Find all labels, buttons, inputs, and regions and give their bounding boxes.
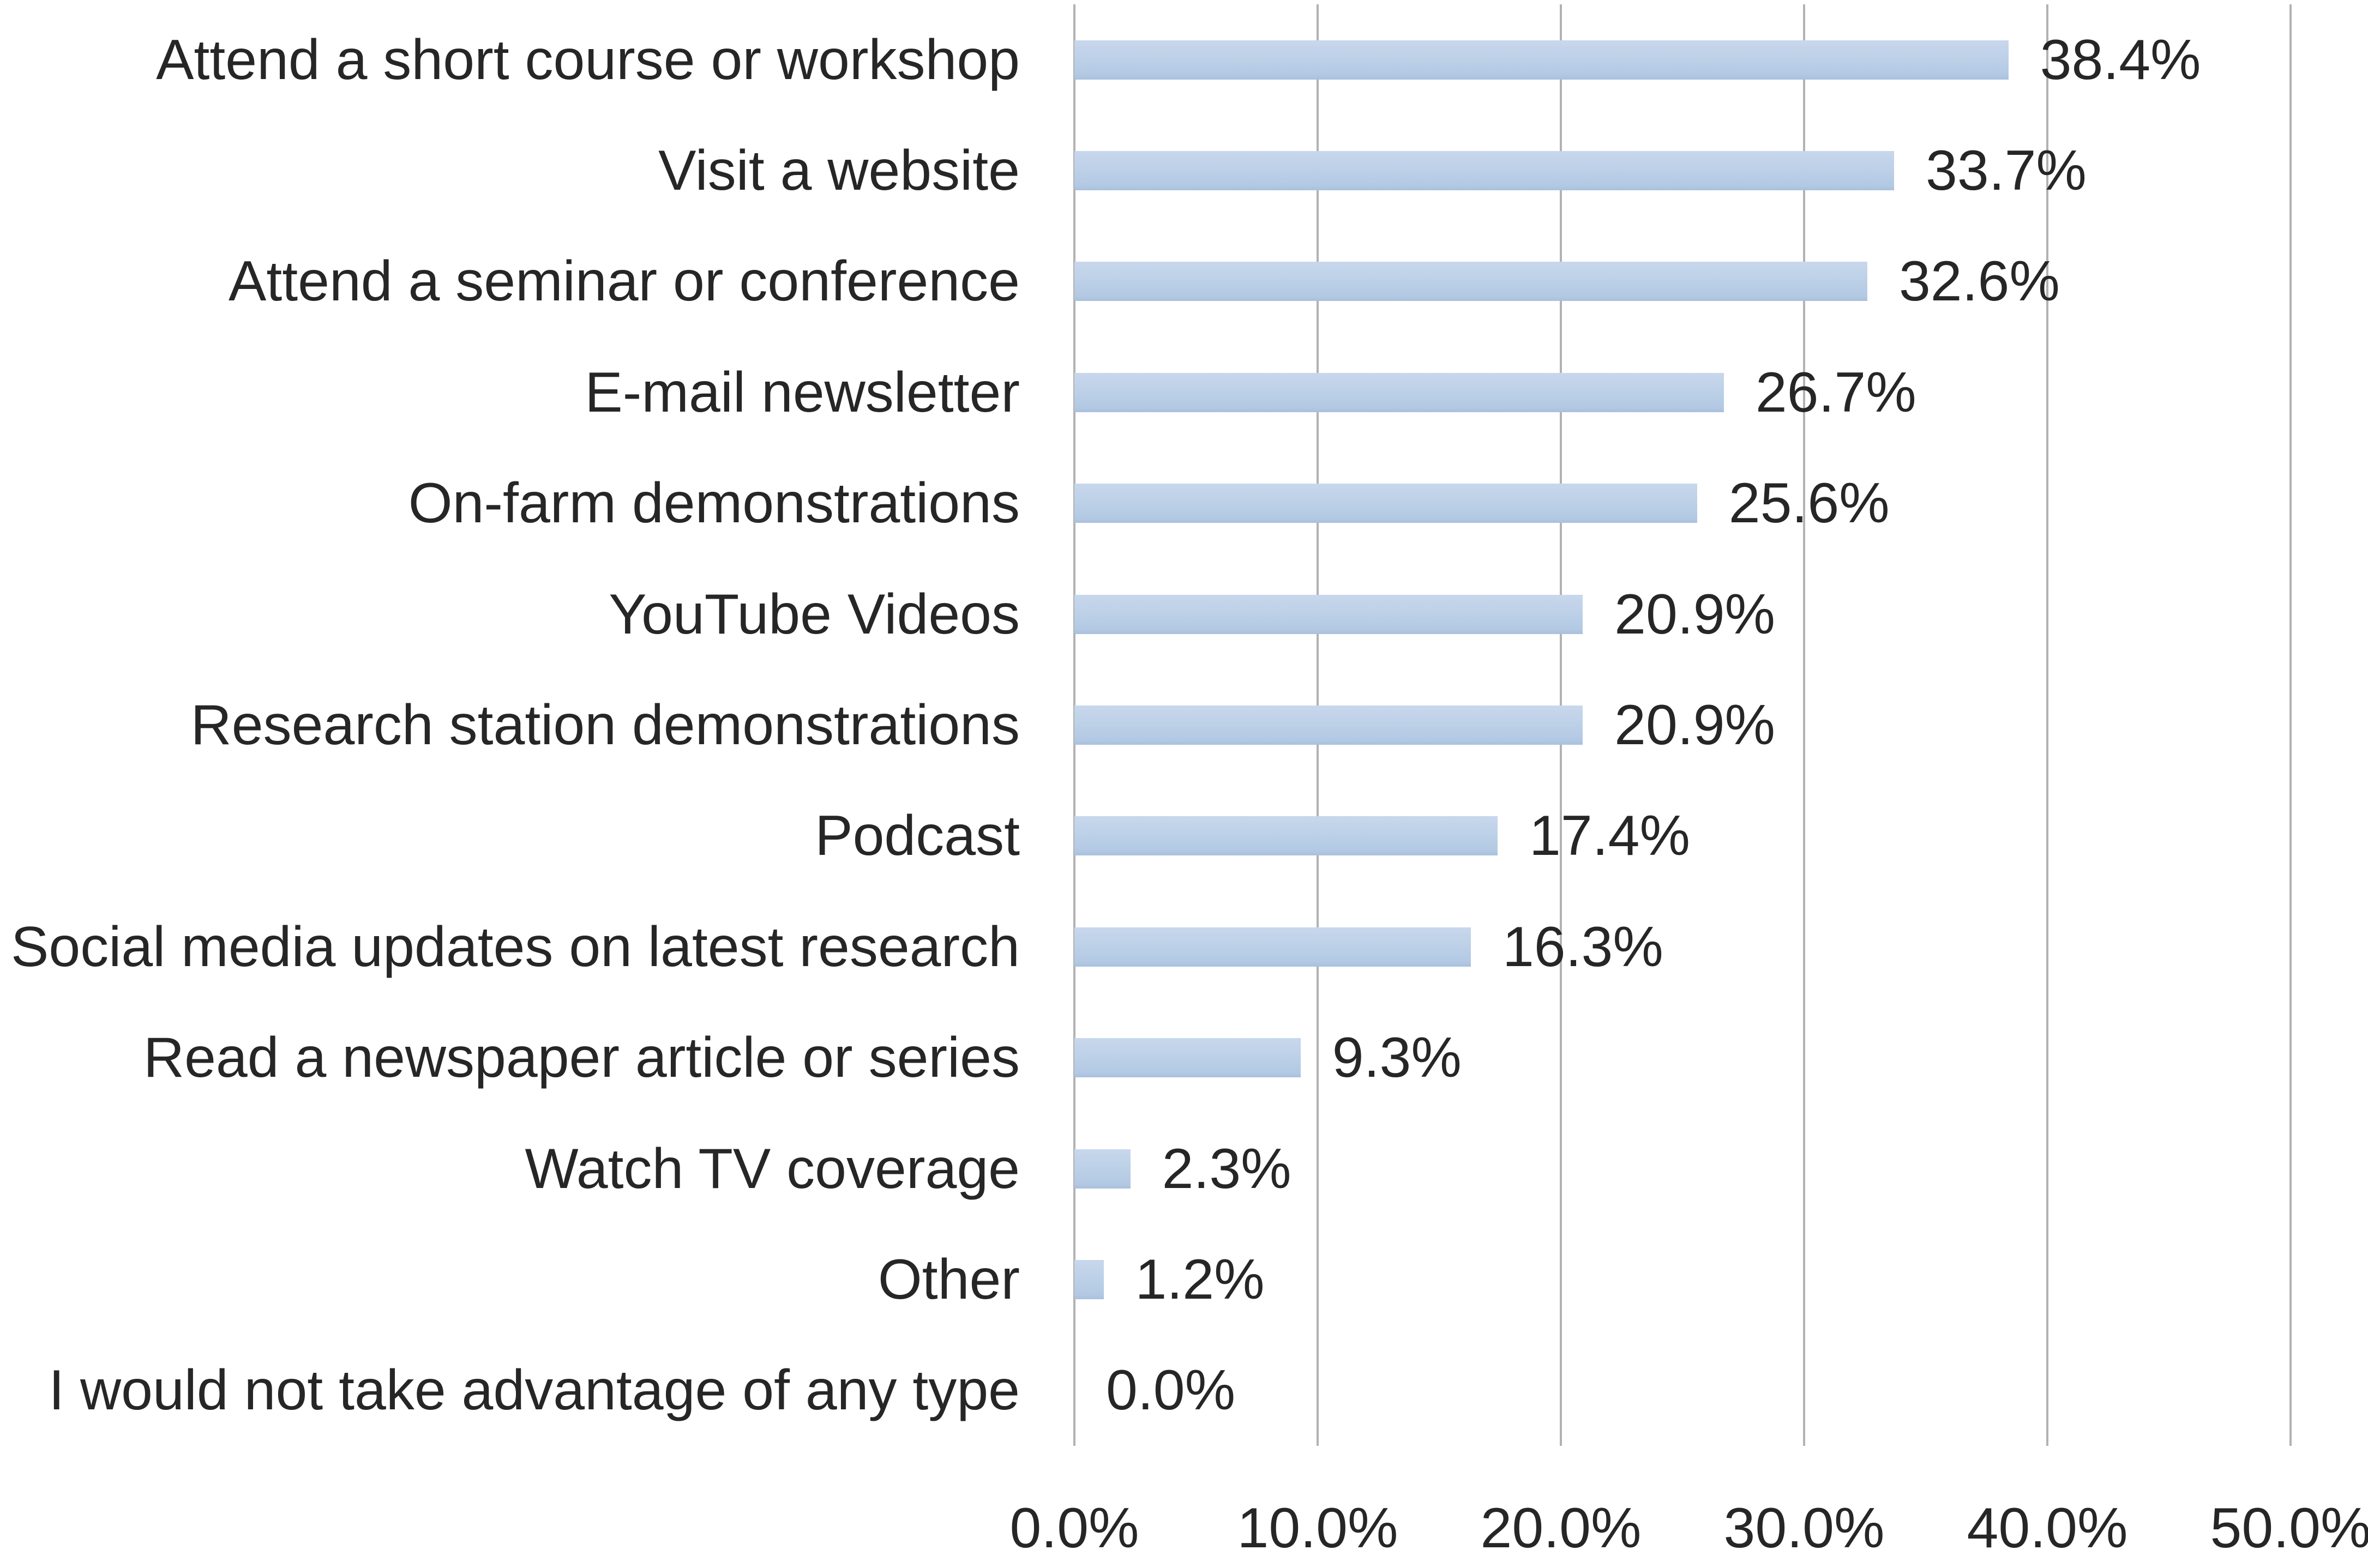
value-label: 33.7% — [1926, 139, 2087, 203]
bar-row: E-mail newsletter 26.7% — [0, 337, 2368, 448]
category-label: Podcast — [815, 804, 1020, 868]
value-label: 38.4% — [2040, 28, 2201, 92]
category-label: Attend a seminar or conference — [228, 250, 1020, 313]
category-cell: Watch TV coverage — [0, 1141, 1020, 1197]
category-label: I would not take advantage of any type — [49, 1359, 1020, 1422]
x-axis-tick-label: 0.0% — [1009, 1497, 1139, 1560]
x-axis-tick-label: 10.0% — [1237, 1497, 1398, 1560]
bar-row: I would not take advantage of any type 0… — [0, 1335, 2368, 1446]
gridline — [1803, 4, 1805, 1446]
bar — [1074, 40, 2009, 80]
bar-row: Visit a website 33.7% — [0, 115, 2368, 226]
value-label: 25.6% — [1728, 472, 1890, 535]
category-cell: E-mail newsletter — [0, 364, 1020, 421]
category-cell: Podcast — [0, 807, 1020, 864]
gridline — [2289, 4, 2292, 1446]
bar-row: Attend a seminar or conference 32.6% — [0, 226, 2368, 337]
x-axis-tick-label: 20.0% — [1480, 1497, 1642, 1560]
category-label: Social media updates on latest research — [11, 915, 1020, 979]
bar — [1074, 262, 1867, 301]
bar — [1074, 1149, 1131, 1189]
bar-row: Attend a short course or workshop 38.4% — [0, 4, 2368, 115]
bar — [1074, 927, 1471, 967]
bar — [1074, 151, 1895, 191]
category-label: YouTube Videos — [609, 582, 1020, 646]
category-cell: Read a newspaper article or series — [0, 1029, 1020, 1086]
bar-row: Research station demonstrations 20.9% — [0, 670, 2368, 780]
value-label: 16.3% — [1502, 915, 1663, 979]
gridline — [2046, 4, 2048, 1446]
category-cell: Visit a website — [0, 142, 1020, 199]
x-axis-tick-label: 50.0% — [2210, 1497, 2368, 1560]
bar-row: Social media updates on latest research … — [0, 891, 2368, 1002]
category-cell: Research station demonstrations — [0, 697, 1020, 753]
category-cell: Social media updates on latest research — [0, 919, 1020, 975]
value-label: 20.9% — [1614, 582, 1776, 646]
category-label: Watch TV coverage — [525, 1137, 1020, 1201]
value-label: 9.3% — [1332, 1026, 1462, 1090]
bar-row: Read a newspaper article or series 9.3% — [0, 1002, 2368, 1113]
value-label: 1.2% — [1135, 1247, 1265, 1311]
category-cell: Attend a short course or workshop — [0, 32, 1020, 88]
value-label: 32.6% — [1898, 250, 2060, 313]
category-cell: I would not take advantage of any type — [0, 1362, 1020, 1419]
category-label: E-mail newsletter — [585, 360, 1020, 424]
x-axis-tick-label: 30.0% — [1723, 1497, 1885, 1560]
bar — [1074, 1038, 1301, 1078]
bar — [1074, 705, 1583, 745]
value-label: 17.4% — [1529, 804, 1690, 868]
bar-row: YouTube Videos 20.9% — [0, 559, 2368, 670]
value-label: 2.3% — [1162, 1137, 1291, 1201]
value-label: 20.9% — [1614, 693, 1776, 757]
category-cell: On-farm demonstrations — [0, 475, 1020, 532]
category-cell: Attend a seminar or conference — [0, 253, 1020, 310]
bar — [1074, 594, 1583, 634]
bar-row: Podcast 17.4% — [0, 781, 2368, 891]
bar — [1074, 372, 1724, 412]
category-label: Research station demonstrations — [190, 693, 1020, 757]
category-label: Visit a website — [658, 139, 1020, 203]
x-axis-tick-label: 40.0% — [1967, 1497, 2128, 1560]
bar-row: Other 1.2% — [0, 1224, 2368, 1335]
category-label: Attend a short course or workshop — [156, 28, 1020, 92]
bar-row: On-farm demonstrations 25.6% — [0, 448, 2368, 559]
bar — [1074, 816, 1498, 856]
category-label: Read a newspaper article or series — [143, 1026, 1020, 1090]
category-label: On-farm demonstrations — [408, 472, 1020, 535]
bar — [1074, 484, 1697, 523]
value-label: 26.7% — [1755, 360, 1916, 424]
category-label: Other — [878, 1247, 1020, 1311]
category-cell: YouTube Videos — [0, 586, 1020, 643]
value-label: 0.0% — [1106, 1359, 1236, 1422]
bar-row: Watch TV coverage 2.3% — [0, 1113, 2368, 1224]
bar — [1074, 1259, 1104, 1299]
category-cell: Other — [0, 1251, 1020, 1308]
